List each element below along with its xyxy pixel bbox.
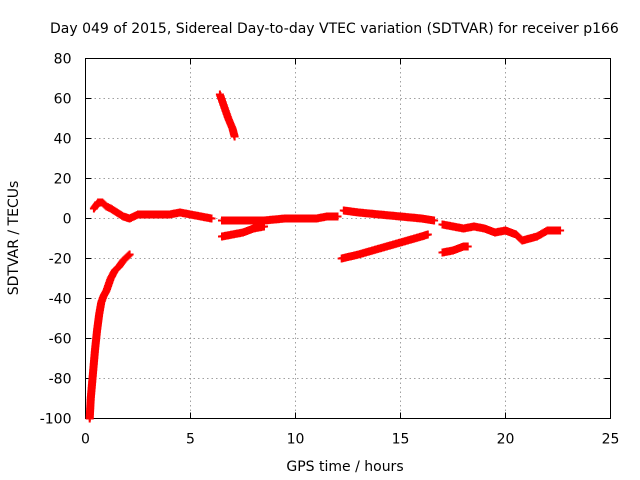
y-tick-label: -100 — [40, 412, 72, 428]
y-tick-label: -80 — [49, 372, 72, 388]
series-arc-1 — [85, 250, 134, 423]
y-axis-label: SDTVAR / TECUs — [6, 181, 22, 296]
chart-title: Day 049 of 2015, Sidereal Day-to-day VTE… — [50, 21, 619, 37]
series-arc-3 — [215, 90, 239, 141]
data-marks — [85, 90, 565, 423]
x-tick-label: 10 — [287, 432, 305, 448]
x-tick-label: 20 — [497, 432, 515, 448]
series-arc-9 — [438, 220, 565, 245]
axis-ticks: -100 -80 -60 -40 -20 0 20 40 60 80 0 5 10 15 20 25 — [40, 52, 620, 448]
x-tick-label: 5 — [186, 432, 195, 448]
x-tick-label: 0 — [81, 432, 90, 448]
y-tick-label: 60 — [54, 92, 72, 108]
series-arc-2 — [89, 198, 216, 223]
x-tick-label: 15 — [392, 432, 410, 448]
plot-frame — [85, 58, 611, 419]
y-tick-label: 40 — [54, 132, 72, 148]
data-point — [423, 230, 432, 239]
series-arc-7 — [339, 206, 439, 225]
x-tick-label: 25 — [602, 432, 620, 448]
series-arc-6 — [337, 230, 432, 263]
data-point — [207, 214, 216, 223]
x-axis-label: GPS time / hours — [286, 459, 403, 475]
y-tick-label: 0 — [63, 212, 72, 228]
data-point — [125, 250, 134, 259]
series-arc-8 — [438, 242, 472, 257]
data-point — [556, 226, 565, 235]
y-tick-label: -60 — [49, 332, 72, 348]
y-tick-label: -20 — [49, 252, 72, 268]
data-point — [333, 212, 342, 221]
series-arc-4 — [218, 222, 268, 241]
data-point — [230, 132, 239, 141]
data-point — [430, 216, 439, 225]
series-arc-5 — [218, 212, 342, 225]
y-tick-label: -40 — [49, 292, 72, 308]
y-tick-label: 80 — [54, 52, 72, 68]
data-point — [463, 242, 472, 251]
y-tick-label: 20 — [54, 172, 72, 188]
